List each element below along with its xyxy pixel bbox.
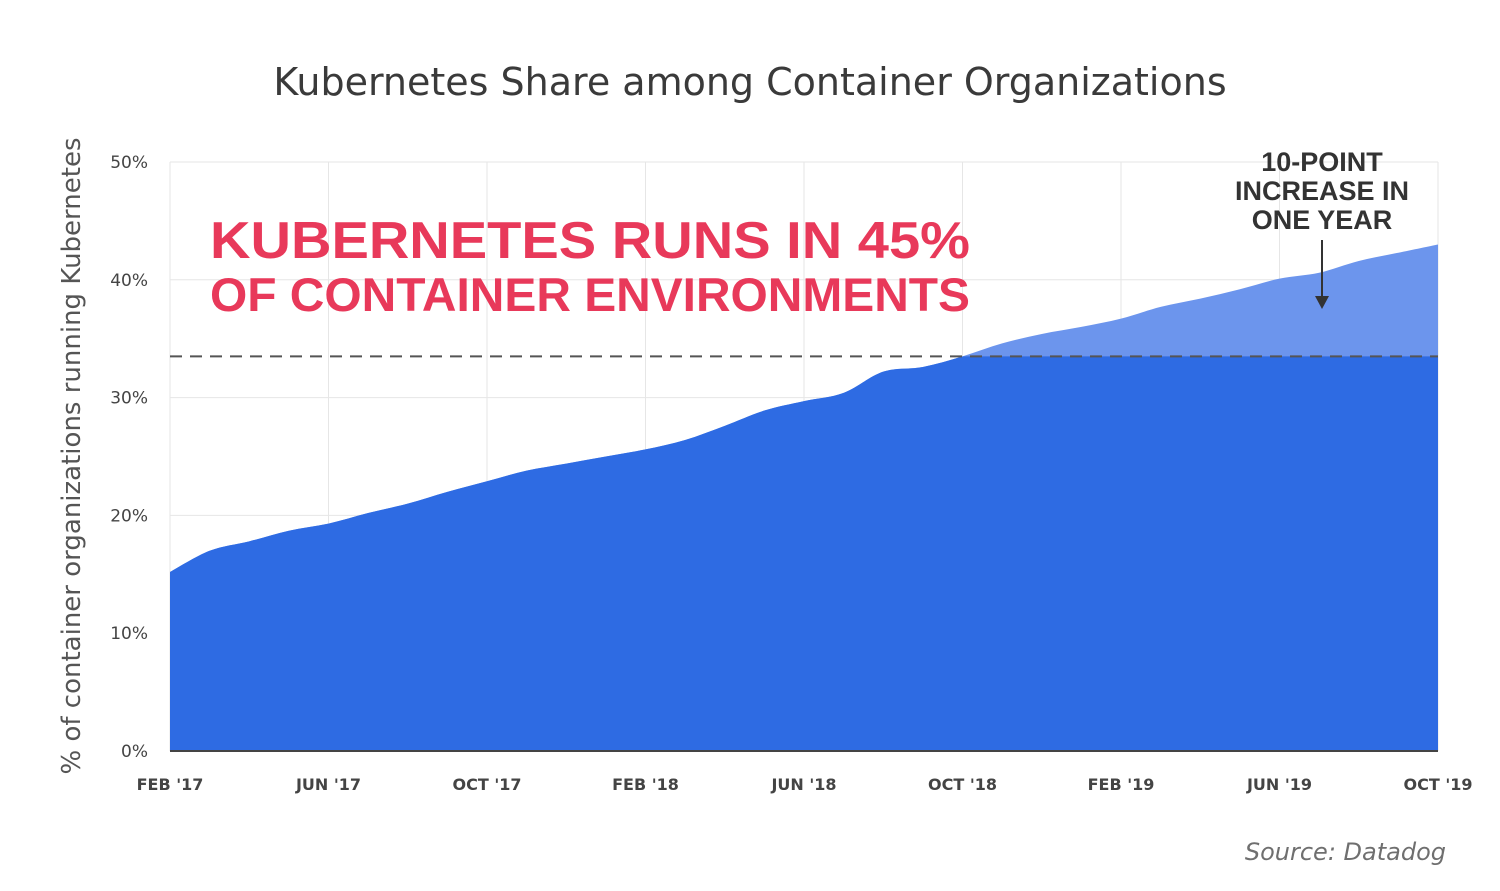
data-point: [1357, 259, 1360, 262]
y-tick-label: 20%: [110, 506, 148, 526]
data-point: [486, 480, 489, 483]
y-tick-label: 50%: [110, 153, 148, 173]
data-point: [367, 512, 370, 515]
annotation-layer: KUBERNETES RUNS IN 45%OF CONTAINER ENVIR…: [210, 147, 1409, 321]
data-point: [921, 365, 924, 368]
data-point: [169, 570, 172, 573]
source-note: Source: Datadog: [1244, 838, 1446, 866]
data-point: [1397, 251, 1400, 254]
data-point: [406, 502, 409, 505]
data-point: [1120, 317, 1123, 320]
data-point: [842, 391, 845, 394]
data-point: [1437, 243, 1440, 246]
x-tick-label: JUN '17: [295, 775, 361, 794]
chart-title: Kubernetes Share among Container Organiz…: [273, 60, 1227, 104]
y-tick-label: 0%: [121, 742, 148, 762]
headline-text: OF CONTAINER ENVIRONMENTS: [210, 268, 970, 321]
data-point: [1199, 297, 1202, 300]
data-point: [565, 462, 568, 465]
data-point: [1080, 325, 1083, 328]
data-point: [604, 455, 607, 458]
data-point: [1159, 305, 1162, 308]
annotation-arrow-head: [1315, 296, 1329, 309]
data-point: [763, 409, 766, 412]
annotation-text: 10-POINT: [1261, 147, 1383, 177]
data-point: [327, 522, 330, 525]
headline-text: KUBERNETES RUNS IN 45%: [210, 212, 970, 270]
x-tick-label: FEB '17: [137, 775, 204, 794]
data-point: [803, 400, 806, 403]
data-point: [882, 370, 885, 373]
x-tick-label: OCT '17: [453, 775, 522, 794]
data-point: [684, 439, 687, 442]
y-tick-label: 30%: [110, 389, 148, 409]
data-point: [446, 490, 449, 493]
annotation-text: INCREASE IN: [1235, 176, 1409, 206]
x-tick-label: JUN '18: [770, 775, 836, 794]
annotation-text: ONE YEAR: [1252, 205, 1393, 235]
x-tick-label: OCT '18: [928, 775, 997, 794]
x-tick-label: OCT '19: [1404, 775, 1473, 794]
y-tick-label: 10%: [110, 624, 148, 644]
data-point: [644, 448, 647, 451]
data-point: [1001, 342, 1004, 345]
area-series: [170, 356, 1438, 751]
data-point: [1040, 332, 1043, 335]
area-layer: [169, 243, 1440, 751]
x-tick-label: FEB '18: [612, 775, 679, 794]
y-axis-label: % of container organizations running Kub…: [57, 138, 87, 775]
axis-layer: 0% 10% 20% 30% 40% 50% FEB '17 JUN '17 OCT '17 FE…: [57, 138, 1473, 795]
data-point: [248, 540, 251, 543]
x-tick-label: FEB '19: [1088, 775, 1155, 794]
data-point: [287, 529, 290, 532]
x-tick-label: JUN '19: [1246, 775, 1312, 794]
data-point: [525, 469, 528, 472]
data-point: [1278, 277, 1281, 280]
y-tick-label: 40%: [110, 271, 148, 291]
data-point: [1238, 288, 1241, 291]
data-point: [723, 424, 726, 427]
data-point: [1318, 271, 1321, 274]
data-point: [208, 549, 211, 552]
